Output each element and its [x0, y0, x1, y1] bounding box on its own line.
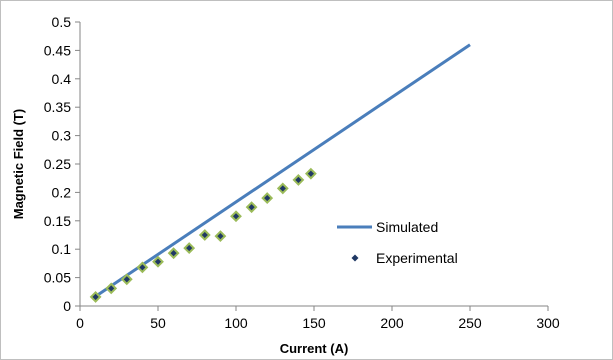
- data-point-experimental: [214, 230, 227, 243]
- data-point-experimental: [276, 182, 289, 195]
- y-tick-label: 0.25: [44, 156, 71, 172]
- y-tick-label: 0.15: [44, 213, 71, 229]
- legend-label-simulated: Simulated: [376, 219, 438, 235]
- legend-label-experimental: Experimental: [376, 250, 458, 266]
- x-tick-label: 250: [458, 315, 482, 331]
- x-tick-label: 300: [536, 315, 560, 331]
- data-point-experimental: [261, 192, 274, 204]
- data-point-experimental: [120, 273, 133, 286]
- x-tick-label: 150: [302, 315, 326, 331]
- y-tick-label: 0.5: [52, 14, 72, 30]
- data-point-experimental: [230, 210, 242, 223]
- data-point-experimental: [167, 247, 180, 260]
- y-tick-label: 0.05: [44, 270, 71, 286]
- data-point-experimental: [89, 290, 102, 303]
- data-point-experimental: [105, 282, 118, 295]
- series-layer: [89, 43, 471, 303]
- x-tick-label: 0: [76, 315, 84, 331]
- y-tick-label: 0.1: [52, 241, 72, 257]
- legend: Simulated Experimental: [337, 219, 458, 266]
- x-ticks: 0 50 100 150 200 250 300: [76, 306, 560, 331]
- series-line-simulated: [94, 43, 471, 298]
- x-axis-title: Current (A): [280, 341, 349, 356]
- y-tick-label: 0.4: [52, 71, 72, 87]
- data-point-experimental: [292, 173, 305, 186]
- y-tick-label: 0.35: [44, 99, 71, 115]
- data-point-experimental: [198, 229, 211, 241]
- data-point-experimental: [183, 242, 196, 254]
- data-point-experimental: [136, 261, 149, 274]
- x-tick-label: 50: [150, 315, 166, 331]
- data-point-experimental: [304, 167, 317, 180]
- y-tick-label: 0.2: [52, 184, 72, 200]
- data-point-experimental: [245, 201, 258, 214]
- y-ticks: 0 0.05 0.1 0.15 0.2 0.25 0.3 0.35 0.4 0.45 0.5: [44, 14, 80, 314]
- x-tick-label: 100: [224, 315, 248, 331]
- y-axis-title: Magnetic Field (T): [11, 109, 26, 220]
- legend-swatch-experimental: [351, 254, 359, 262]
- x-tick-label: 200: [380, 315, 404, 331]
- y-tick-label: 0.3: [52, 128, 72, 144]
- y-tick-label: 0: [63, 298, 71, 314]
- data-point-experimental: [152, 255, 164, 268]
- y-tick-label: 0.45: [44, 42, 71, 58]
